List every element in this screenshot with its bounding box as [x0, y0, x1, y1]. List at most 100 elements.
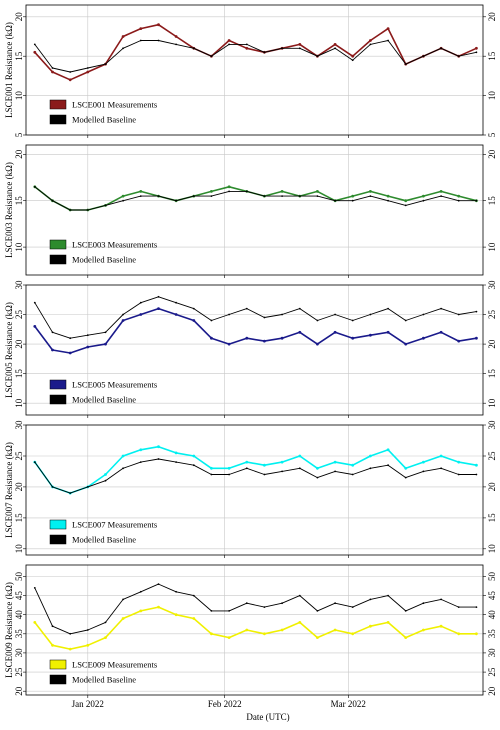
data-point-baseline — [263, 51, 266, 54]
data-point-baseline — [334, 199, 336, 202]
data-point-baseline — [334, 47, 336, 50]
data-point-baseline — [33, 587, 36, 589]
y-tick-label: 15 — [14, 513, 24, 523]
y-tick-label: 20 — [14, 339, 24, 349]
data-point-baseline — [175, 43, 178, 46]
data-point-measurement — [280, 336, 284, 340]
data-point-baseline — [334, 602, 336, 605]
data-point-measurement — [192, 454, 196, 458]
series-measurements-line — [34, 445, 477, 494]
legend-label-measurements: LSCE001 Measurements — [72, 100, 157, 110]
data-point-baseline — [440, 598, 442, 601]
data-point-measurement — [121, 319, 125, 322]
y-tick-label-right: 25 — [487, 667, 497, 677]
data-point-measurement — [351, 336, 355, 340]
y-tick-label: 30 — [14, 648, 24, 658]
data-point-baseline — [475, 51, 478, 54]
data-point-baseline — [104, 331, 107, 334]
y-tick-label: 25 — [14, 667, 24, 677]
data-point-baseline — [369, 467, 372, 470]
data-point-measurement — [280, 628, 284, 632]
data-point-measurement — [210, 466, 213, 470]
data-point-measurement — [121, 35, 125, 38]
data-point-baseline — [69, 492, 72, 494]
y-tick-label: 30 — [14, 420, 24, 430]
data-point-baseline — [157, 458, 160, 460]
data-point-baseline — [86, 629, 89, 631]
data-point-measurement — [351, 632, 355, 636]
data-point-measurement — [51, 643, 54, 647]
data-point-measurement — [227, 39, 231, 42]
y-tick-label: 35 — [14, 629, 24, 639]
data-point-measurement — [475, 336, 478, 340]
data-point-measurement — [68, 351, 72, 355]
legend-label-baseline: Modelled Baseline — [72, 255, 136, 265]
y-tick-label: 15 — [14, 196, 24, 206]
data-point-measurement — [104, 342, 107, 346]
data-point-baseline — [122, 598, 124, 601]
data-point-measurement — [245, 46, 249, 50]
y-tick-label-right: 20 — [487, 339, 497, 349]
data-point-measurement — [174, 313, 178, 316]
legend-swatch-measurements — [49, 379, 67, 390]
data-point-measurement — [227, 342, 231, 346]
data-point-baseline — [281, 602, 283, 605]
legend: LSCE005 Measurements Modelled Baseline — [49, 379, 157, 405]
legend-swatch-baseline — [49, 534, 67, 545]
data-point-baseline — [228, 190, 231, 193]
data-point-baseline — [387, 39, 389, 42]
data-point-baseline — [369, 43, 372, 46]
legend-label-measurements: LSCE003 Measurements — [72, 240, 157, 250]
data-point-baseline — [422, 470, 425, 473]
data-point-baseline — [175, 461, 178, 463]
data-point-measurement — [475, 632, 478, 636]
data-point-baseline — [316, 195, 319, 198]
series-measurements-line — [34, 606, 477, 650]
legend-swatch-baseline — [49, 394, 67, 405]
data-point-baseline — [351, 199, 354, 202]
data-point-measurement — [386, 27, 390, 30]
data-point-measurement — [263, 339, 266, 343]
data-point-baseline — [263, 195, 266, 198]
data-point-baseline — [33, 301, 36, 304]
data-point-baseline — [369, 598, 372, 601]
data-point-measurement — [298, 621, 302, 624]
y-tick-label: 15 — [14, 51, 24, 61]
data-point-baseline — [228, 313, 231, 316]
series-baseline-line — [34, 186, 477, 211]
data-point-baseline — [51, 67, 54, 69]
y-tick-label-right: 35 — [487, 629, 497, 639]
data-point-baseline — [33, 43, 36, 46]
data-point-baseline — [157, 195, 160, 198]
data-point-measurement — [298, 454, 302, 458]
y-tick-label-right: 5 — [487, 132, 497, 137]
data-point-baseline — [51, 331, 54, 334]
data-point-measurement — [333, 330, 337, 334]
data-point-baseline — [69, 209, 72, 211]
data-point-baseline — [404, 204, 407, 207]
y-tick-label: 20 — [14, 149, 24, 159]
y-tick-label-right: 10 — [487, 91, 497, 101]
data-point-baseline — [457, 473, 460, 476]
panel-frame — [25, 284, 484, 416]
data-point-measurement — [351, 463, 355, 467]
data-point-baseline — [351, 319, 354, 322]
y-tick-label: 10 — [14, 242, 24, 252]
data-point-measurement — [422, 460, 425, 464]
x-tick-label: Feb 2022 — [208, 699, 242, 709]
panel-frame — [25, 4, 484, 136]
data-point-measurement — [210, 336, 213, 340]
y-tick-label: 10 — [14, 91, 24, 101]
data-point-measurement — [369, 333, 372, 337]
data-point-baseline — [210, 319, 213, 322]
data-point-measurement — [457, 632, 461, 636]
data-point-baseline — [122, 199, 124, 202]
data-point-baseline — [139, 461, 142, 463]
x-tick-label: Mar 2022 — [331, 699, 366, 709]
series-baseline-line — [34, 296, 477, 339]
data-point-measurement — [33, 621, 37, 624]
data-point-baseline — [316, 55, 319, 58]
data-point-baseline — [475, 606, 478, 608]
